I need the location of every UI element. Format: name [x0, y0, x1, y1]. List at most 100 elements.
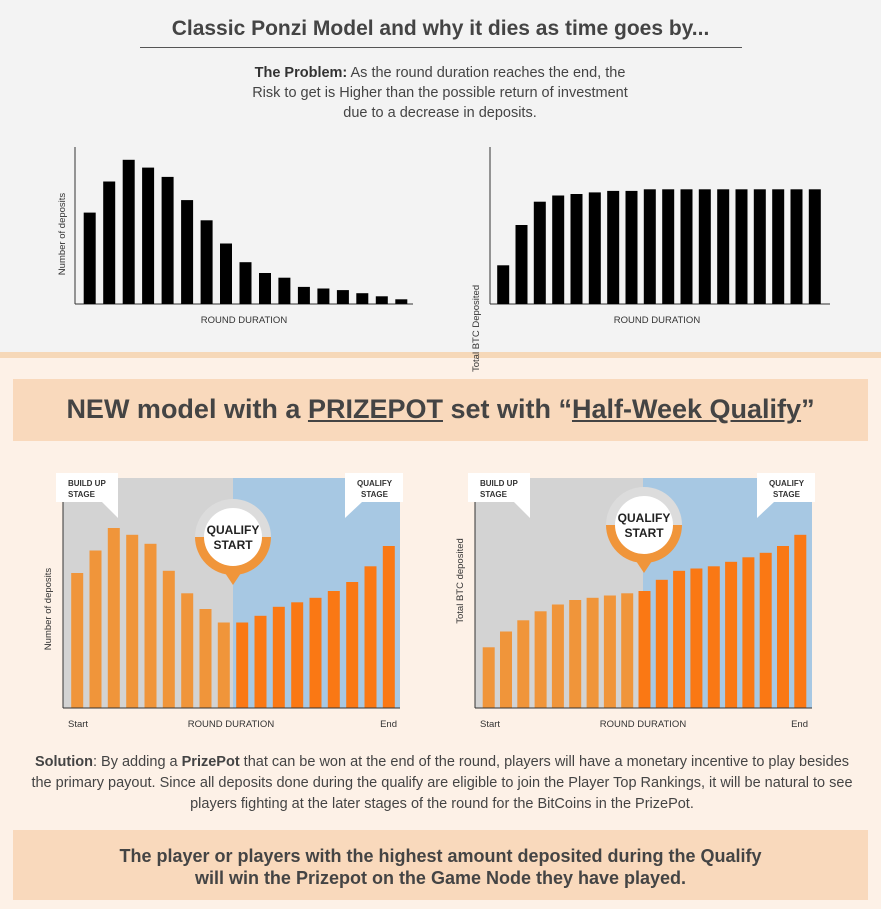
deposits-chart-prizepot: BUILD UP STAGE QUALIFY STAGE QUALIFY STA… [43, 473, 403, 730]
bar [317, 288, 330, 304]
bar [346, 582, 359, 708]
badge-line-2: STAGE [361, 490, 389, 499]
bar [142, 167, 155, 304]
solution-label: Solution [34, 754, 93, 770]
bar [181, 593, 194, 709]
x-axis-label: ROUND DURATION [188, 719, 275, 730]
qualify-stage-badge: QUALIFY STAGE [757, 473, 815, 518]
qualify-start-marker: QUALIFY START [606, 487, 682, 573]
bar [753, 189, 766, 304]
badge-line-2: STAGE [480, 490, 508, 499]
bar [690, 568, 703, 708]
problem-line-3: due to a decrease in deposits. [343, 105, 537, 121]
solution-text: Solution: By adding a PrizePot that can … [28, 752, 856, 815]
bar [217, 622, 230, 708]
badge-line-2: STAGE [773, 490, 801, 499]
bar [638, 591, 651, 708]
bar [621, 593, 634, 709]
y-axis-label: Total BTC Deposited [471, 285, 482, 372]
new-model-banner: NEW model with a PRIZEPOT set with “Half… [13, 379, 868, 441]
bar [482, 647, 495, 709]
bar [364, 566, 377, 709]
banner-prefix: NEW model with a [66, 394, 308, 424]
bar [297, 286, 310, 304]
x-axis-label: ROUND DURATION [600, 719, 687, 730]
page-title: Classic Ponzi Model and why it dies as t… [171, 17, 710, 40]
qualify-start-marker: QUALIFY START [195, 499, 271, 585]
banner-title: NEW model with a PRIZEPOT set with “Half… [13, 394, 868, 425]
bar [161, 176, 174, 304]
bar [71, 573, 84, 708]
bar [395, 299, 408, 304]
solution-part-2: that can be won at the end of the round,… [31, 754, 853, 812]
footer-line-1: The player or players with the highest a… [119, 846, 762, 866]
footer-line-2: will win the Prizepot on the Game Node t… [194, 868, 687, 888]
marker-line-1: QUALIFY [207, 523, 260, 537]
bar [291, 602, 304, 709]
bar [515, 225, 528, 304]
x-axis-label: ROUND DURATION [201, 315, 288, 326]
bar [707, 566, 720, 709]
problem-label: The Problem: [254, 65, 348, 81]
bar [259, 273, 271, 304]
bar [181, 200, 194, 304]
bar [144, 543, 157, 709]
bar [808, 189, 821, 304]
banner-qualify: Half-Week Qualify [571, 394, 802, 424]
x-end-label: End [380, 719, 397, 730]
section-divider [0, 352, 881, 358]
bar [551, 604, 564, 708]
bar [742, 557, 755, 709]
problem-line-1: As the round duration reaches the end, t… [347, 65, 626, 81]
bar [655, 579, 668, 709]
x-start-label: Start [68, 719, 88, 730]
bar [236, 622, 249, 708]
badge-line-1: BUILD UP [68, 479, 106, 488]
bar [777, 546, 789, 708]
footer-text: The player or players with the highest a… [13, 845, 868, 889]
bar [239, 262, 252, 305]
bar [162, 570, 175, 709]
y-axis-label: Number of deposits [57, 193, 68, 276]
bar [533, 201, 546, 304]
bar [534, 611, 547, 709]
btc-chart-prizepot: BUILD UP STAGE QUALIFY STAGE QUALIFY STA… [455, 473, 815, 730]
banner-middle: set with “ [442, 394, 572, 424]
bar [272, 606, 285, 709]
banner-prizepot: PRIZEPOT [307, 394, 443, 424]
x-end-label: End [791, 719, 808, 730]
bar [625, 190, 638, 304]
x-start-label: Start [480, 719, 500, 730]
bar [552, 195, 565, 304]
bar [220, 243, 232, 304]
y-axis-label: Total BTC deposited [455, 538, 466, 624]
badge-line-1: BUILD UP [480, 479, 518, 488]
x-axis-label: ROUND DURATION [614, 315, 701, 326]
problem-line-2: Risk to get is Higher than the possible … [252, 85, 628, 101]
bar [107, 528, 120, 708]
bar [500, 631, 512, 708]
badge-line-1: QUALIFY [769, 479, 805, 488]
bar [103, 181, 116, 304]
bar [794, 534, 807, 709]
bar [199, 609, 212, 708]
marker-line-2: START [213, 538, 253, 552]
bar [570, 194, 583, 304]
bar [83, 212, 96, 304]
bar [717, 189, 730, 304]
bar [643, 189, 656, 304]
bar [122, 159, 135, 304]
bar [89, 550, 102, 708]
bar [790, 189, 803, 304]
build-up-stage-badge: BUILD UP STAGE [56, 473, 118, 518]
bar [607, 190, 620, 304]
bar [588, 192, 601, 304]
bar [586, 597, 599, 709]
problem-text: The Problem: As the round duration reach… [190, 63, 690, 123]
bar [725, 561, 738, 709]
solution-part-1: : By adding a [92, 754, 182, 770]
marker-line-1: QUALIFY [618, 511, 671, 525]
bar [603, 595, 616, 708]
bar [680, 189, 693, 304]
title-rule [140, 47, 742, 48]
